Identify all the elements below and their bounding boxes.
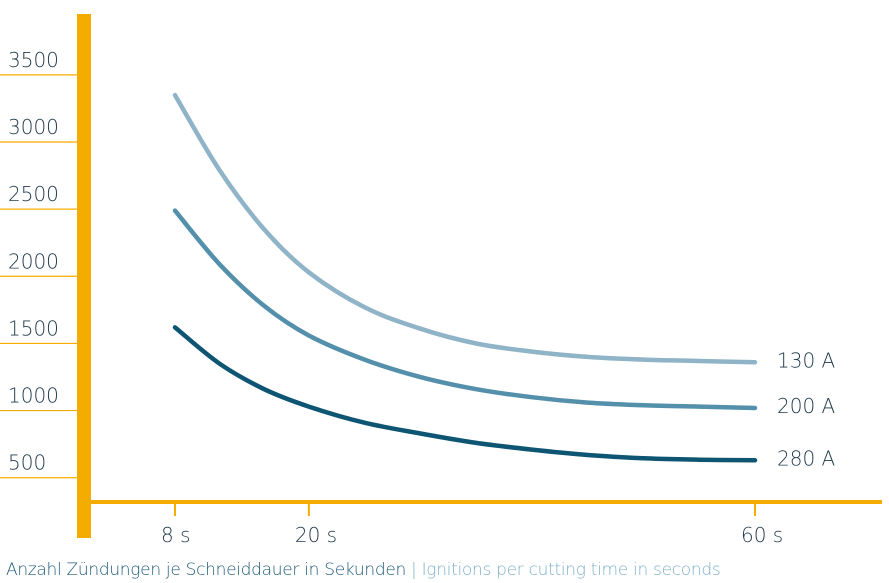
series-labels: 130 A 200 A 280 A: [777, 348, 836, 470]
series-label-130-a: 130 A: [777, 348, 836, 372]
series-line-280-a: [172, 325, 758, 463]
x-tick-label-20: 20 s: [295, 523, 337, 547]
y-tick-label-1000: 1000: [8, 384, 59, 408]
y-tick-label-3000: 3000: [8, 115, 59, 139]
y-tick-label-2000: 2000: [8, 249, 59, 273]
series-label-280-a: 280 A: [777, 446, 836, 470]
y-tick-label-2500: 2500: [8, 182, 59, 206]
series-line-130-a: [172, 92, 758, 365]
gridlines: [0, 74, 80, 479]
y-axis: [77, 14, 91, 538]
caption-separator: |: [405, 560, 422, 580]
series-lines: [172, 92, 758, 463]
y-tick-label-3500: 3500: [8, 48, 59, 72]
y-tick-label-500: 500: [8, 451, 46, 475]
series-label-200-a: 200 A: [777, 394, 836, 418]
y-tick-labels: 500 1000 1500 2000 2500 3000 3500: [8, 48, 59, 475]
x-tick-labels: 8 s 20 s 60 s: [161, 523, 783, 547]
caption-english: Ignitions per cutting time in seconds: [421, 560, 721, 580]
caption-german: Anzahl Zündungen je Schneiddauer in Seku…: [6, 560, 406, 580]
series-line-200-a: [172, 208, 758, 411]
chart-caption: Anzahl Zündungen je Schneiddauer in Seku…: [6, 560, 721, 580]
x-tick-label-8: 8 s: [161, 523, 191, 547]
axes: [77, 14, 882, 538]
x-tick-label-60: 60 s: [741, 523, 783, 547]
y-tick-label-1500: 1500: [8, 316, 59, 340]
